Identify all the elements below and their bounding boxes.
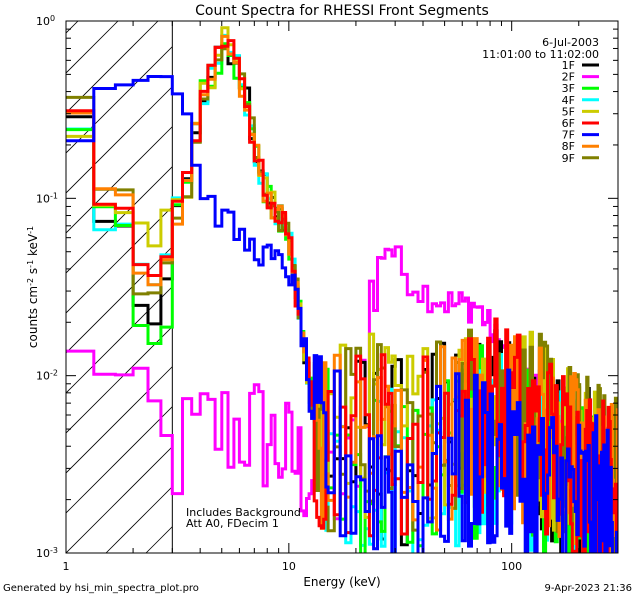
y-axis-label-part: -2 <box>26 278 35 286</box>
legend-label: 6F <box>562 117 575 130</box>
y-axis-label: counts cm-2 s-1 keV-1 <box>26 226 41 348</box>
legend-label: 7F <box>562 129 575 142</box>
legend-label: 3F <box>562 82 575 95</box>
y-tick-label: 10-2 <box>36 368 58 383</box>
footer-timestamp: 9-Apr-2023 21:36 <box>544 583 632 594</box>
y-tick-base: 10 <box>36 192 50 205</box>
y-axis-label-part: s <box>26 268 40 278</box>
chart-title: Count Spectra for RHESSI Front Segments <box>195 3 489 19</box>
hatch-line <box>66 21 239 194</box>
legend-label: 5F <box>562 105 575 118</box>
footer-generated: Generated by hsi_min_spectra_plot.pro <box>3 583 199 594</box>
series-7F <box>66 75 618 553</box>
x-tick-label: 100 <box>501 560 522 573</box>
y-axis-label-part: keV <box>26 233 40 260</box>
note-label: Includes Background <box>186 506 301 519</box>
legend-label: 9F <box>562 152 575 165</box>
hatch-line <box>66 21 199 154</box>
y-tick-label: 10-3 <box>36 546 58 561</box>
y-tick-exponent: -1 <box>50 191 58 200</box>
y-tick-label: 10-1 <box>36 191 58 206</box>
note-label: Att A0, FDecim 1 <box>186 517 279 530</box>
y-axis-label-part: counts cm <box>26 286 40 348</box>
y-tick-base: 10 <box>36 370 50 383</box>
legend-label: 8F <box>562 140 575 153</box>
y-tick-label: 100 <box>36 14 55 29</box>
legend-label: 1F <box>562 59 575 72</box>
x-axis-label: Energy (keV) <box>303 575 380 589</box>
y-tick-base: 10 <box>36 15 50 28</box>
plot-frame <box>65 20 619 554</box>
y-tick-base: 10 <box>36 547 50 560</box>
series-layer <box>66 26 618 553</box>
legend-label: 2F <box>562 71 575 84</box>
y-axis-label-part: -1 <box>26 226 35 234</box>
x-tick-label: 10 <box>282 560 296 573</box>
hatch-line <box>66 21 119 74</box>
date-label: 6-Jul-2003 <box>542 36 599 49</box>
y-axis-label-part: -1 <box>26 260 35 268</box>
y-tick-exponent: -3 <box>50 546 58 555</box>
time-range-label: 11:01:00 to 11:02:00 <box>482 48 599 61</box>
x-tick-label: 1 <box>63 560 70 573</box>
legend-label: 4F <box>562 94 575 107</box>
y-tick-exponent: -2 <box>50 368 58 377</box>
y-tick-exponent: 0 <box>50 14 55 23</box>
